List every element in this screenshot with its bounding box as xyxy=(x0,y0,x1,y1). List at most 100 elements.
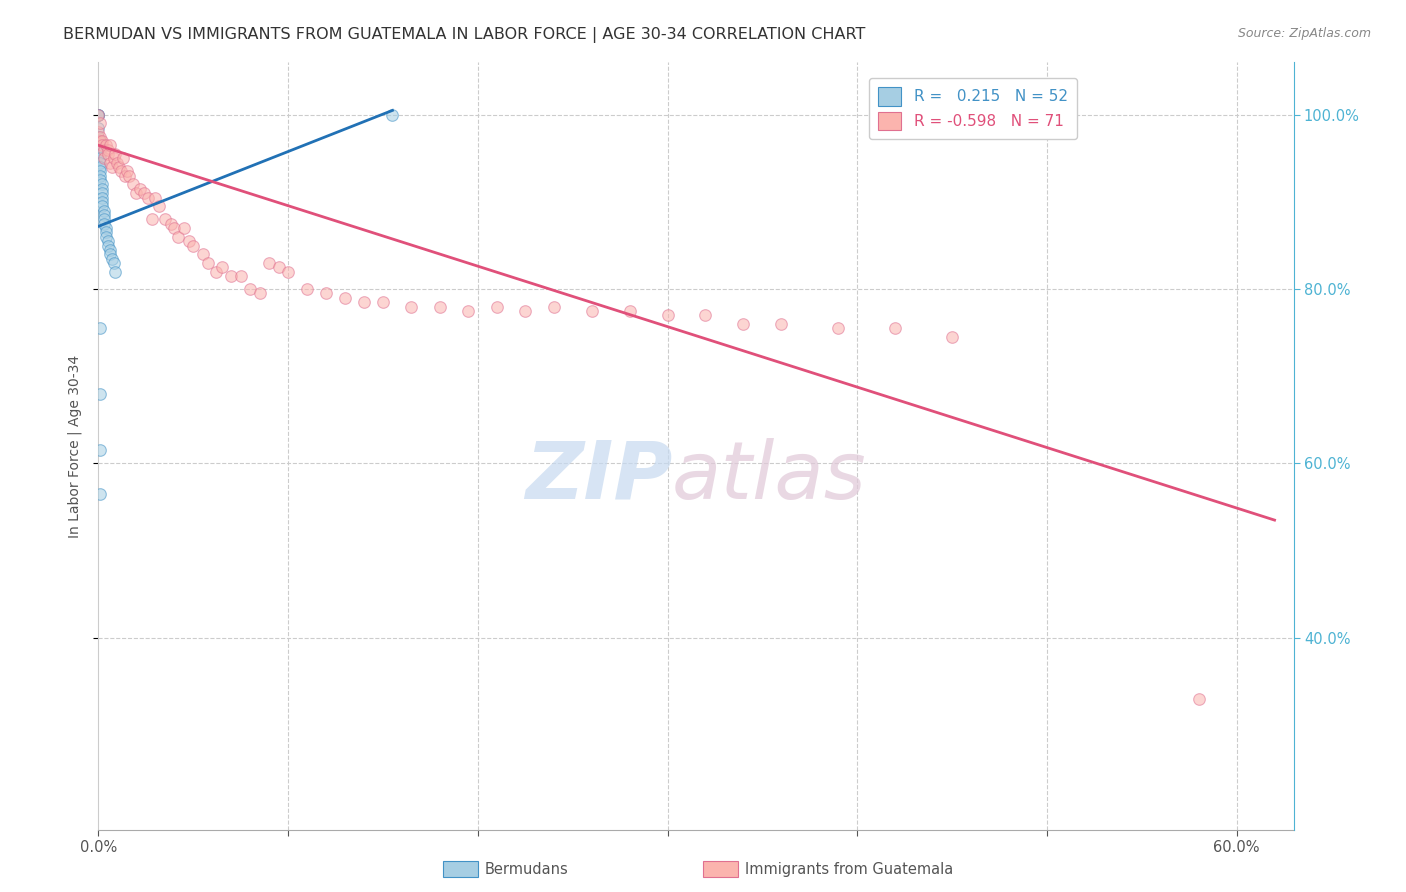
Point xyxy=(118,169,141,183)
Text: Source: ZipAtlas.com: Source: ZipAtlas.com xyxy=(1237,27,1371,40)
Point xyxy=(197,256,219,270)
Point xyxy=(91,186,114,201)
Point xyxy=(89,443,111,458)
Point xyxy=(100,160,122,174)
Point xyxy=(103,256,125,270)
Text: BERMUDAN VS IMMIGRANTS FROM GUATEMALA IN LABOR FORCE | AGE 30-34 CORRELATION CHA: BERMUDAN VS IMMIGRANTS FROM GUATEMALA IN… xyxy=(63,27,866,43)
Point xyxy=(515,304,537,318)
Point xyxy=(87,129,110,144)
Point xyxy=(104,265,127,279)
Point xyxy=(1188,691,1211,706)
Point xyxy=(87,108,110,122)
Point xyxy=(249,286,271,301)
Point xyxy=(89,134,111,148)
Point xyxy=(89,164,111,178)
Point xyxy=(89,160,111,174)
Point xyxy=(267,260,290,275)
Point xyxy=(91,134,114,148)
Point xyxy=(89,321,111,335)
Point xyxy=(103,152,125,166)
Point xyxy=(205,265,228,279)
Point xyxy=(94,138,117,153)
Point xyxy=(108,160,131,174)
Point xyxy=(89,169,111,183)
Point xyxy=(98,247,121,261)
Point xyxy=(770,317,793,331)
Point xyxy=(884,321,907,335)
Point xyxy=(89,143,111,157)
Point xyxy=(110,164,132,178)
Point xyxy=(353,295,375,310)
Point xyxy=(91,194,114,209)
Legend: R =   0.215   N = 52, R = -0.598   N = 71: R = 0.215 N = 52, R = -0.598 N = 71 xyxy=(869,78,1077,139)
Point xyxy=(114,169,136,183)
Point xyxy=(93,203,115,218)
Point xyxy=(827,321,849,335)
Point xyxy=(87,108,110,122)
Point xyxy=(295,282,318,296)
Point xyxy=(381,108,404,122)
Point xyxy=(98,138,121,153)
Point xyxy=(97,147,120,161)
Point xyxy=(93,152,115,166)
Point xyxy=(401,300,423,314)
Point xyxy=(93,217,115,231)
Point xyxy=(93,212,115,227)
Point xyxy=(89,152,111,166)
Point xyxy=(121,178,143,192)
Point xyxy=(485,300,508,314)
Point xyxy=(87,108,110,122)
Point xyxy=(97,234,120,248)
Point xyxy=(91,190,114,204)
Point xyxy=(89,147,111,161)
Point xyxy=(89,173,111,187)
Text: Immigrants from Guatemala: Immigrants from Guatemala xyxy=(745,863,953,877)
Point xyxy=(94,221,117,235)
Point xyxy=(91,138,114,153)
Point xyxy=(657,308,679,322)
Point xyxy=(93,208,115,222)
Point xyxy=(315,286,337,301)
Point xyxy=(125,186,148,201)
Text: atlas: atlas xyxy=(672,438,868,516)
Point xyxy=(132,186,155,201)
Point xyxy=(129,182,152,196)
Point xyxy=(89,487,111,501)
Point xyxy=(181,238,204,252)
Point xyxy=(89,386,111,401)
Point xyxy=(98,243,121,257)
Point xyxy=(543,300,565,314)
Text: Bermudans: Bermudans xyxy=(485,863,569,877)
Point xyxy=(115,164,138,178)
Point xyxy=(91,182,114,196)
Point xyxy=(91,199,114,213)
Point xyxy=(148,199,170,213)
Point xyxy=(136,190,159,204)
Point xyxy=(371,295,394,310)
Point xyxy=(98,155,121,169)
Point xyxy=(429,300,451,314)
Point xyxy=(191,247,214,261)
Point xyxy=(695,308,717,322)
Point xyxy=(457,304,479,318)
Point xyxy=(257,256,280,270)
Point xyxy=(619,304,641,318)
Point xyxy=(179,234,201,248)
Y-axis label: In Labor Force | Age 30-34: In Labor Force | Age 30-34 xyxy=(67,354,82,538)
Point xyxy=(167,229,190,244)
Point xyxy=(100,252,122,266)
Point xyxy=(89,155,111,169)
Point xyxy=(97,143,120,157)
Point xyxy=(229,268,252,283)
Point xyxy=(581,304,603,318)
Point xyxy=(239,282,262,296)
Point xyxy=(159,217,181,231)
Point xyxy=(277,265,299,279)
Point xyxy=(105,155,128,169)
Point xyxy=(94,226,117,240)
Point xyxy=(143,190,166,204)
Point xyxy=(97,238,120,252)
Point xyxy=(733,317,755,331)
Point xyxy=(112,152,135,166)
Point xyxy=(333,291,356,305)
